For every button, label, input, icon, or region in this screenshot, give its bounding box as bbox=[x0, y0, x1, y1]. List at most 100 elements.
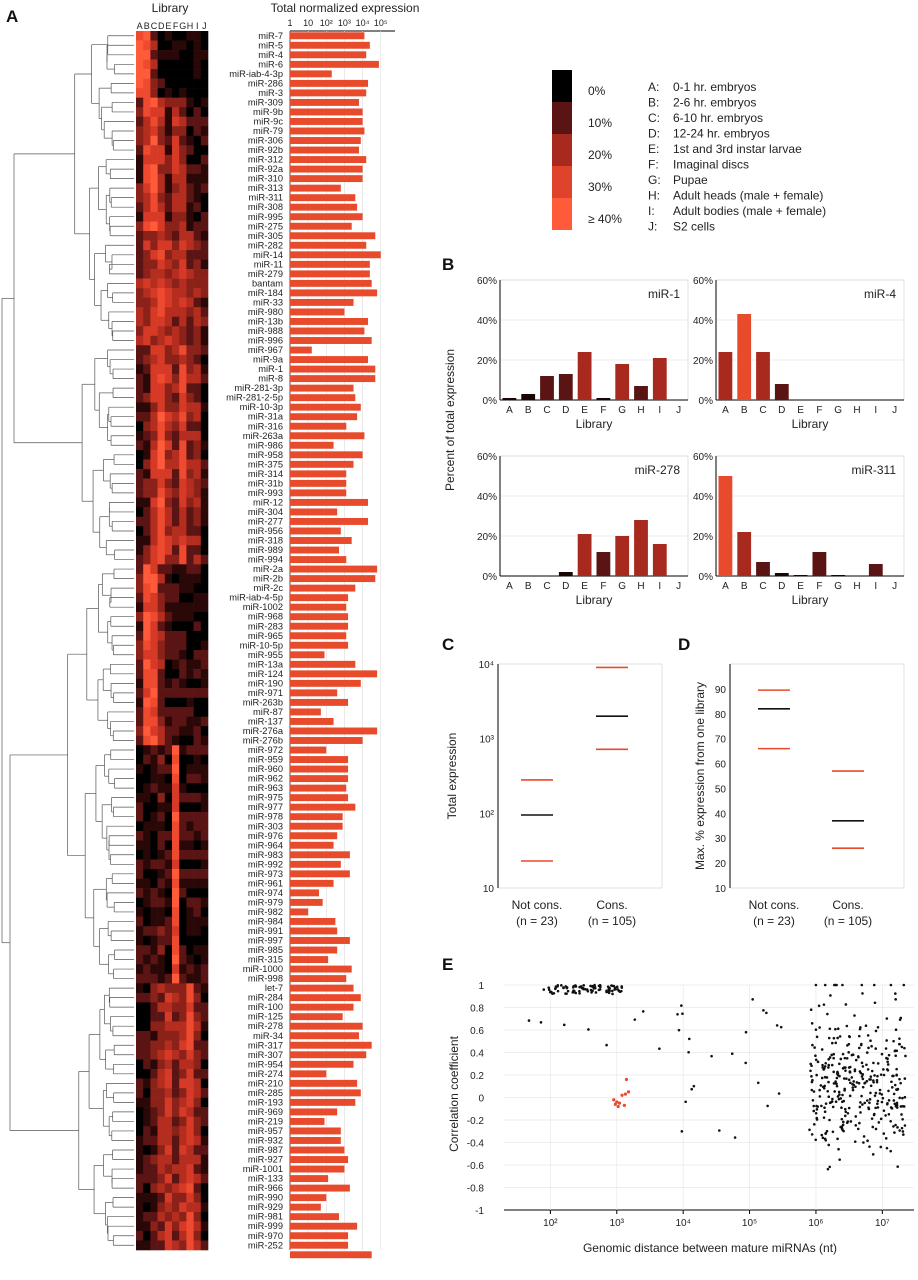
expression-bar bbox=[290, 594, 349, 602]
heatmap-cell bbox=[172, 973, 180, 984]
e-point bbox=[589, 984, 592, 988]
heatmap-cell bbox=[164, 945, 173, 956]
heatmap-cell bbox=[150, 745, 158, 756]
b-ytick: 60% bbox=[477, 452, 497, 463]
heatmap-cell bbox=[157, 811, 166, 822]
heatmap-cell bbox=[157, 1040, 166, 1051]
heatmap-cell bbox=[186, 859, 194, 870]
e-point bbox=[861, 1065, 865, 1068]
heatmap-cell bbox=[200, 526, 209, 537]
heatmap-cell bbox=[143, 621, 151, 632]
heatmap-cell bbox=[193, 154, 202, 165]
heatmap-cell bbox=[143, 611, 151, 622]
heatmap-cell bbox=[143, 135, 151, 146]
e-ytick: 0.2 bbox=[470, 1071, 484, 1082]
heatmap-cell bbox=[172, 1116, 180, 1127]
heatmap-cell bbox=[200, 288, 209, 298]
expression-bar bbox=[290, 327, 365, 335]
heatmap-cell bbox=[136, 526, 144, 537]
heatmap-cell bbox=[164, 916, 173, 927]
heatmap-cell bbox=[186, 507, 194, 517]
heatmap-cell bbox=[157, 1145, 166, 1156]
expression-bar bbox=[290, 308, 345, 316]
heatmap-cell bbox=[179, 278, 187, 289]
e-point bbox=[810, 1133, 814, 1136]
heatmap-cell bbox=[172, 1078, 180, 1089]
heatmap-cell bbox=[200, 811, 209, 822]
e-point bbox=[826, 1167, 830, 1171]
heatmap-cell bbox=[157, 659, 166, 670]
heatmap-cell bbox=[179, 821, 187, 832]
heatmap-cell bbox=[193, 669, 202, 679]
heatmap-cell bbox=[179, 802, 187, 813]
heatmap-cell bbox=[143, 97, 151, 108]
heatmap-cell bbox=[179, 1078, 187, 1089]
heatmap-cell bbox=[193, 830, 202, 841]
e-xtick: 10⁷ bbox=[875, 1218, 890, 1229]
heatmap-cell bbox=[164, 411, 173, 422]
mirna-label: miR-305 bbox=[248, 231, 283, 241]
heatmap-cell bbox=[193, 1116, 202, 1127]
heatmap-cell bbox=[200, 802, 209, 813]
heatmap-cell bbox=[150, 173, 158, 184]
heatmap-cell bbox=[157, 630, 166, 641]
heatmap-cell bbox=[193, 754, 202, 765]
e-point bbox=[882, 1073, 886, 1077]
heatmap-cell bbox=[143, 354, 151, 365]
heatmap-cell bbox=[193, 107, 202, 118]
heatmap-cell bbox=[157, 1030, 166, 1041]
expression-bar bbox=[290, 1089, 361, 1097]
mirna-label: miR-968 bbox=[248, 612, 283, 622]
e-ytick: -1 bbox=[475, 1206, 484, 1217]
heatmap-cell bbox=[186, 288, 194, 298]
heatmap-cell bbox=[172, 1059, 180, 1070]
heatmap-cell bbox=[164, 688, 173, 698]
e-point bbox=[861, 992, 864, 995]
e-point bbox=[845, 1024, 849, 1028]
heatmap-cell bbox=[172, 983, 180, 994]
b-bar bbox=[774, 573, 789, 576]
mirna-label: miR-275 bbox=[248, 221, 283, 231]
heatmap-cell bbox=[136, 1211, 144, 1222]
b-xtick: D bbox=[778, 581, 785, 592]
heatmap-cell bbox=[172, 888, 180, 898]
heatmap-cell bbox=[143, 954, 151, 965]
e-point bbox=[607, 988, 610, 991]
heatmap-cell bbox=[164, 1050, 173, 1060]
heatmap-cell bbox=[164, 469, 173, 479]
heatmap-cell bbox=[136, 650, 144, 660]
e-point bbox=[857, 1081, 861, 1085]
e-point bbox=[885, 1039, 888, 1042]
heatmap-cell bbox=[143, 602, 151, 613]
heatmap-cell bbox=[143, 69, 151, 79]
heatmap-cell bbox=[136, 459, 144, 470]
e-point bbox=[864, 1024, 868, 1028]
heatmap-cell bbox=[172, 507, 180, 517]
e-point bbox=[824, 1132, 827, 1135]
heatmap-cell bbox=[143, 964, 151, 975]
heatmap-cell bbox=[179, 954, 187, 965]
mirna-label: miR-210 bbox=[248, 1078, 283, 1088]
heatmap-cell bbox=[143, 869, 151, 879]
e-point bbox=[829, 994, 832, 997]
b-xtick: D bbox=[778, 405, 785, 416]
e-point bbox=[554, 987, 557, 991]
mirna-label: miR-2c bbox=[254, 583, 284, 593]
heatmap-cell bbox=[164, 316, 173, 327]
heatmap-cell bbox=[186, 650, 194, 660]
heatmap-cell bbox=[143, 88, 151, 98]
e-point bbox=[841, 983, 844, 987]
heatmap-cell bbox=[136, 316, 144, 327]
d-ytick: 80 bbox=[715, 710, 727, 721]
heatmap-cell bbox=[200, 221, 209, 232]
heatmap-cell bbox=[164, 878, 173, 889]
heatmap-cell bbox=[172, 1097, 180, 1108]
e-point bbox=[843, 1056, 847, 1060]
b-xtick: H bbox=[637, 405, 644, 416]
heatmap-cell bbox=[150, 630, 158, 641]
heatmap-cell bbox=[150, 650, 158, 660]
heatmap-cell bbox=[143, 307, 151, 318]
heatmap-cell bbox=[164, 1154, 173, 1165]
e-point bbox=[858, 1070, 862, 1073]
e-point bbox=[827, 1063, 831, 1067]
